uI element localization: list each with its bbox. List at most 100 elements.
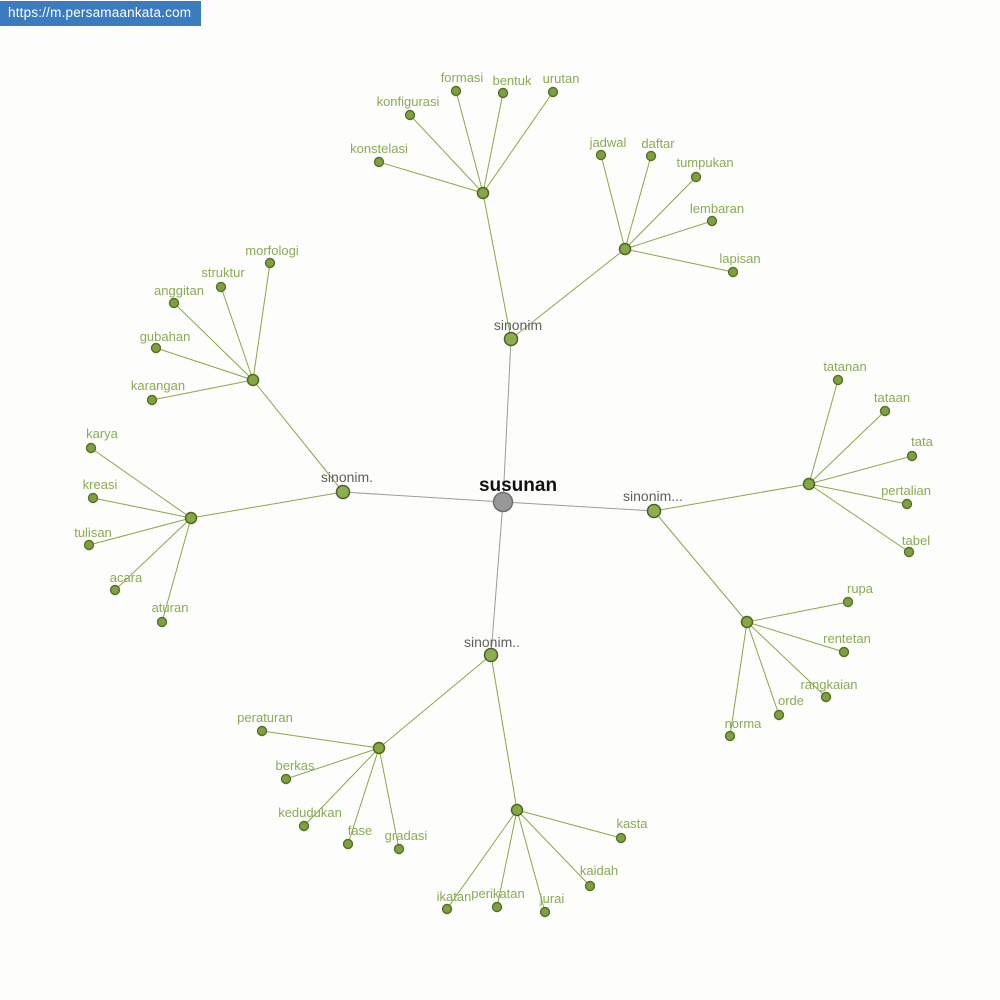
node-kreasi[interactable] [87,492,99,504]
edge-h-left-top-struktur [220,286,254,381]
edge-center-b4 [490,501,504,656]
node-urutan[interactable] [547,86,559,98]
url-bar[interactable]: https://m.persamaankata.com [0,1,202,26]
edge-b3-h-right-low [653,510,748,623]
node-rangkaian[interactable] [820,691,832,703]
edge-h-bottom-left-berkas [285,747,380,780]
node-karangan[interactable] [146,394,158,406]
node-konfigurasi[interactable] [404,109,416,121]
label-kaidah: kaidah [580,863,618,878]
node-orde[interactable] [773,709,785,721]
label-tulisan: tulisan [74,525,112,540]
edge-h-left-top-anggitan [173,302,254,381]
node-bentuk[interactable] [497,87,509,99]
node-morfologi[interactable] [264,257,276,269]
label-morfologi: morfologi [245,243,299,258]
label-tataan: tataan [874,390,910,405]
edge-h-left-top-morfologi [252,262,271,381]
node-konstelasi[interactable] [373,156,385,168]
node-anggitan[interactable] [168,297,180,309]
edge-b4-h-bottom-left [378,654,492,749]
edge-h-top-konstelasi [378,161,484,194]
node-tata[interactable] [906,450,918,462]
node-jurai[interactable] [539,906,551,918]
label-norma: norma [725,716,763,731]
edge-h-right-pertalian [808,483,908,505]
node-norma[interactable] [724,730,736,742]
edge-h-right-tata [808,455,913,485]
label-konfigurasi: konfigurasi [377,94,440,109]
edge-h-bottom-kaidah [516,809,591,887]
label-ikatan: ikatan [437,889,472,904]
edge-h-top-urutan [482,91,554,194]
label-berkas: berkas [275,758,315,773]
edge-b3-h-right [653,483,810,512]
node-h-top-right[interactable] [618,242,632,256]
node-tulisan[interactable] [83,539,95,551]
node-rentetan[interactable] [838,646,850,658]
node-b4[interactable] [483,647,499,663]
label-urutan: urutan [543,71,580,86]
node-rupa[interactable] [842,596,854,608]
node-h-bottom[interactable] [510,803,524,817]
node-formasi[interactable] [450,85,462,97]
label-lembaran: lembaran [690,201,744,216]
node-h-top[interactable] [476,186,490,200]
edge-h-right-tatanan [808,379,839,485]
node-h-right-low[interactable] [740,615,754,629]
node-tatanan[interactable] [832,374,844,386]
node-pertalian[interactable] [901,498,913,510]
node-tumpukan[interactable] [690,171,702,183]
label-karya: karya [86,426,119,441]
node-gradasi[interactable] [393,843,405,855]
node-b2[interactable] [335,484,351,500]
label-b2: sinonim. [321,469,373,485]
label-tata: tata [911,434,933,449]
label-peraturan: peraturan [237,710,293,725]
node-tabel[interactable] [903,546,915,558]
edge-h-top-right-lapisan [624,248,734,273]
edge-h-bottom-left-kedudukan [303,747,380,827]
label-acara: acara [110,570,143,585]
node-tataan[interactable] [879,405,891,417]
edge-h-top-right-tumpukan [624,176,697,250]
edge-h-right-tabel [808,483,910,553]
node-kasta[interactable] [615,832,627,844]
node-center-susunan[interactable] [492,491,514,513]
node-berkas[interactable] [280,773,292,785]
label-struktur: struktur [201,265,245,280]
node-aturan[interactable] [156,616,168,628]
label-b1: sinonim [494,317,542,333]
node-h-left[interactable] [184,511,198,525]
label-rupa: rupa [847,581,874,596]
label-orde: orde [778,693,804,708]
label-gradasi: gradasi [385,828,428,843]
node-kedudukan[interactable] [298,820,310,832]
node-kaidah[interactable] [584,880,596,892]
node-lembaran[interactable] [706,215,718,227]
node-acara[interactable] [109,584,121,596]
node-lapisan[interactable] [727,266,739,278]
node-h-left-top[interactable] [246,373,260,387]
label-tatanan: tatanan [823,359,866,374]
node-peraturan[interactable] [256,725,268,737]
node-b1[interactable] [503,331,519,347]
label-rangkaian: rangkaian [800,677,857,692]
label-center-susunan: susunan [479,475,557,496]
label-kedudukan: kedudukan [278,805,342,820]
label-b4: sinonim.. [464,634,520,650]
edge-h-right-tataan [808,410,886,485]
node-jadwal[interactable] [595,149,607,161]
node-h-right[interactable] [802,477,816,491]
node-ikatan[interactable] [441,903,453,915]
node-h-bottom-left[interactable] [372,741,386,755]
label-formasi: formasi [441,70,484,85]
node-karya[interactable] [85,442,97,454]
label-lapisan: lapisan [719,251,760,266]
node-struktur[interactable] [215,281,227,293]
node-daftar[interactable] [645,150,657,162]
node-fase[interactable] [342,838,354,850]
node-perikatan[interactable] [491,901,503,913]
node-b3[interactable] [646,503,662,519]
node-gubahan[interactable] [150,342,162,354]
